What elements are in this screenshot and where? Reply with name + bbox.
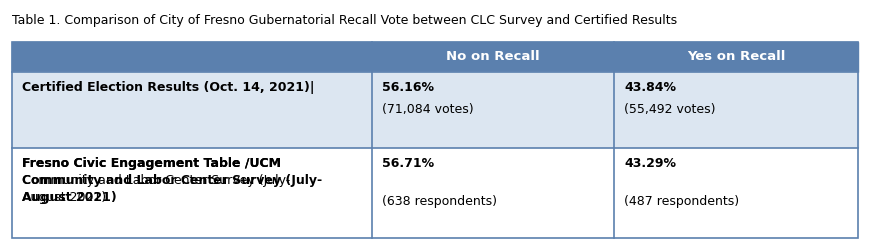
Text: Certified Election Results (Oct. 14, 2021)|: Certified Election Results (Oct. 14, 202…: [22, 81, 314, 94]
Bar: [12, 42, 857, 72]
Bar: [12, 72, 857, 148]
Text: 56.71%: 56.71%: [381, 157, 433, 170]
Text: Fresno Civic Engagement Table /UCM: Fresno Civic Engagement Table /UCM: [22, 157, 281, 170]
Text: Community and Labor Center Survey (July-: Community and Labor Center Survey (July-: [22, 174, 322, 187]
Text: No on Recall: No on Recall: [446, 51, 539, 63]
Text: August 2021): August 2021): [22, 191, 116, 204]
Text: Fresno Civic Engagement Table /UCM: Fresno Civic Engagement Table /UCM: [22, 157, 281, 170]
Text: 43.29%: 43.29%: [624, 157, 675, 170]
Text: 56.16%: 56.16%: [381, 81, 433, 94]
Bar: [12, 42, 857, 238]
Text: 43.84%: 43.84%: [624, 81, 675, 94]
Text: (71,084 votes): (71,084 votes): [381, 103, 473, 116]
Text: August 2021): August 2021): [22, 191, 106, 204]
Bar: [12, 148, 857, 238]
Text: (55,492 votes): (55,492 votes): [624, 103, 715, 116]
Text: Community and Labor Center Survey (July-: Community and Labor Center Survey (July-: [22, 174, 290, 187]
Text: Table 1. Comparison of City of Fresno Gubernatorial Recall Vote between CLC Surv: Table 1. Comparison of City of Fresno Gu…: [12, 14, 676, 27]
Text: Yes on Recall: Yes on Recall: [687, 51, 785, 63]
Text: (487 respondents): (487 respondents): [624, 195, 739, 208]
Text: (638 respondents): (638 respondents): [381, 195, 496, 208]
